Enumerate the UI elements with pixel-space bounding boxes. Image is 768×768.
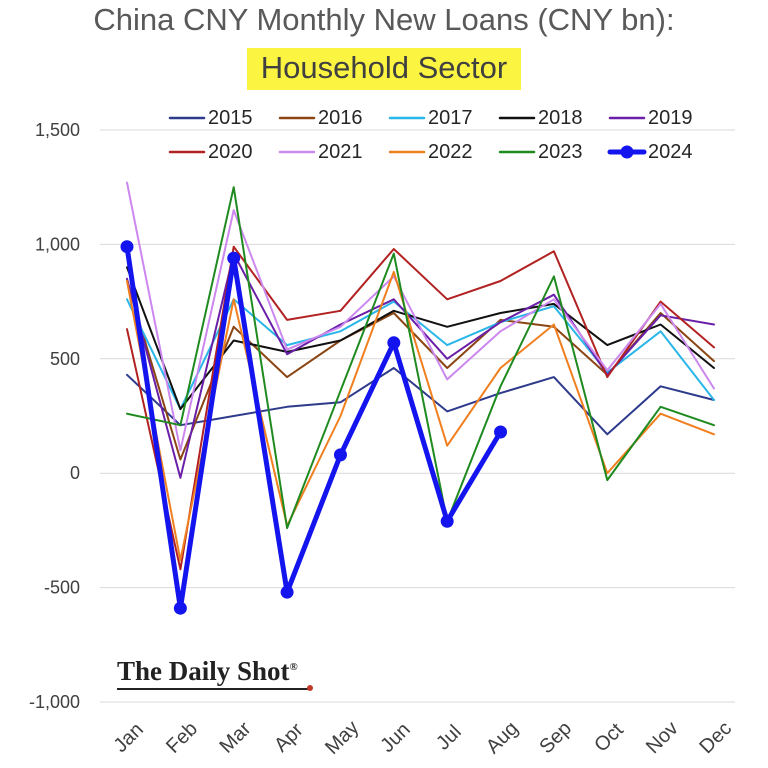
series-line-2022: [126, 270, 715, 562]
x-tick-label: Oct: [590, 719, 628, 757]
x-tick-label: Jan: [110, 719, 148, 757]
x-tick-label: Nov: [642, 717, 683, 758]
series-2021: [126, 181, 715, 452]
series-2018: [126, 266, 715, 411]
legend-label: 2018: [538, 107, 583, 129]
legend-label: 2016: [318, 107, 363, 129]
data-point-2024: [280, 585, 294, 599]
y-tick-label: 0: [70, 463, 80, 483]
y-axis: -1,000 -500 0 500 1,000 1,500: [29, 120, 80, 712]
series-line-2024: [124, 244, 503, 611]
legend-item-2024: 2024: [607, 141, 693, 163]
legend: 2015 2016 2017 2018 2019 2020 2021 2022 2023 2024: [168, 107, 693, 163]
series-2024: [120, 240, 508, 615]
x-axis: Jan Feb Mar Apr May Jun Jul Aug Sep Oct Nov Dec: [110, 717, 737, 759]
x-tick-label: Jul: [432, 721, 466, 755]
legend-label: 2022: [428, 141, 473, 163]
data-point-2024: [227, 251, 241, 265]
legend-item-2019: 2019: [608, 107, 693, 129]
x-tick-label: Dec: [695, 717, 736, 758]
y-tick-label: -500: [44, 578, 80, 598]
x-tick-label: May: [321, 717, 363, 759]
data-point-2024: [440, 514, 454, 528]
x-tick-label: Mar: [216, 718, 256, 758]
y-tick-label: 1,000: [35, 234, 80, 254]
data-point-2024: [494, 425, 508, 439]
legend-label: 2023: [538, 141, 583, 163]
legend-item-2020: 2020: [168, 141, 253, 163]
legend-label: 2020: [208, 141, 253, 163]
data-point-2024: [387, 336, 401, 350]
y-tick-label: 500: [50, 349, 80, 369]
watermark-logo: The Daily Shot®: [117, 656, 298, 686]
legend-item-2023: 2023: [498, 141, 583, 163]
legend-item-2022: 2022: [388, 141, 473, 163]
legend-label: 2021: [318, 141, 363, 163]
x-tick-label: Jun: [376, 719, 414, 757]
series-line-2018: [126, 266, 715, 411]
x-tick-label: Feb: [162, 718, 202, 758]
x-tick-label: Aug: [482, 717, 523, 758]
legend-marker: [620, 145, 634, 159]
x-tick-label: Apr: [270, 719, 308, 757]
legend-label: 2015: [208, 107, 253, 129]
series-2023: [126, 186, 715, 530]
legend-item-2021: 2021: [278, 141, 363, 163]
legend-item-2016: 2016: [278, 107, 363, 129]
legend-item-2018: 2018: [498, 107, 583, 129]
y-tick-label: 1,500: [35, 120, 80, 140]
gridlines: [100, 129, 735, 703]
legend-label: 2024: [648, 141, 693, 163]
watermark-dot: [307, 685, 313, 691]
data-point-2024: [333, 448, 347, 462]
series-line-2023: [126, 186, 715, 530]
legend-label: 2017: [428, 107, 473, 129]
series-lines: [120, 181, 715, 615]
data-point-2024: [120, 240, 134, 254]
series-line-2021: [126, 181, 715, 452]
chart-subtitle-wrap: Household Sector: [0, 48, 768, 90]
chart-title: China CNY Monthly New Loans (CNY bn):: [93, 2, 675, 37]
legend-item-2017: 2017: [388, 107, 473, 129]
chart-subtitle-highlighted: Household Sector: [246, 48, 522, 90]
y-tick-label: -1,000: [29, 692, 80, 712]
series-2022: [126, 270, 715, 562]
legend-label: 2019: [648, 107, 693, 129]
legend-item-2015: 2015: [168, 107, 253, 129]
x-tick-label: Sep: [535, 717, 576, 758]
data-point-2024: [173, 601, 187, 615]
watermark-underline: [117, 688, 309, 690]
